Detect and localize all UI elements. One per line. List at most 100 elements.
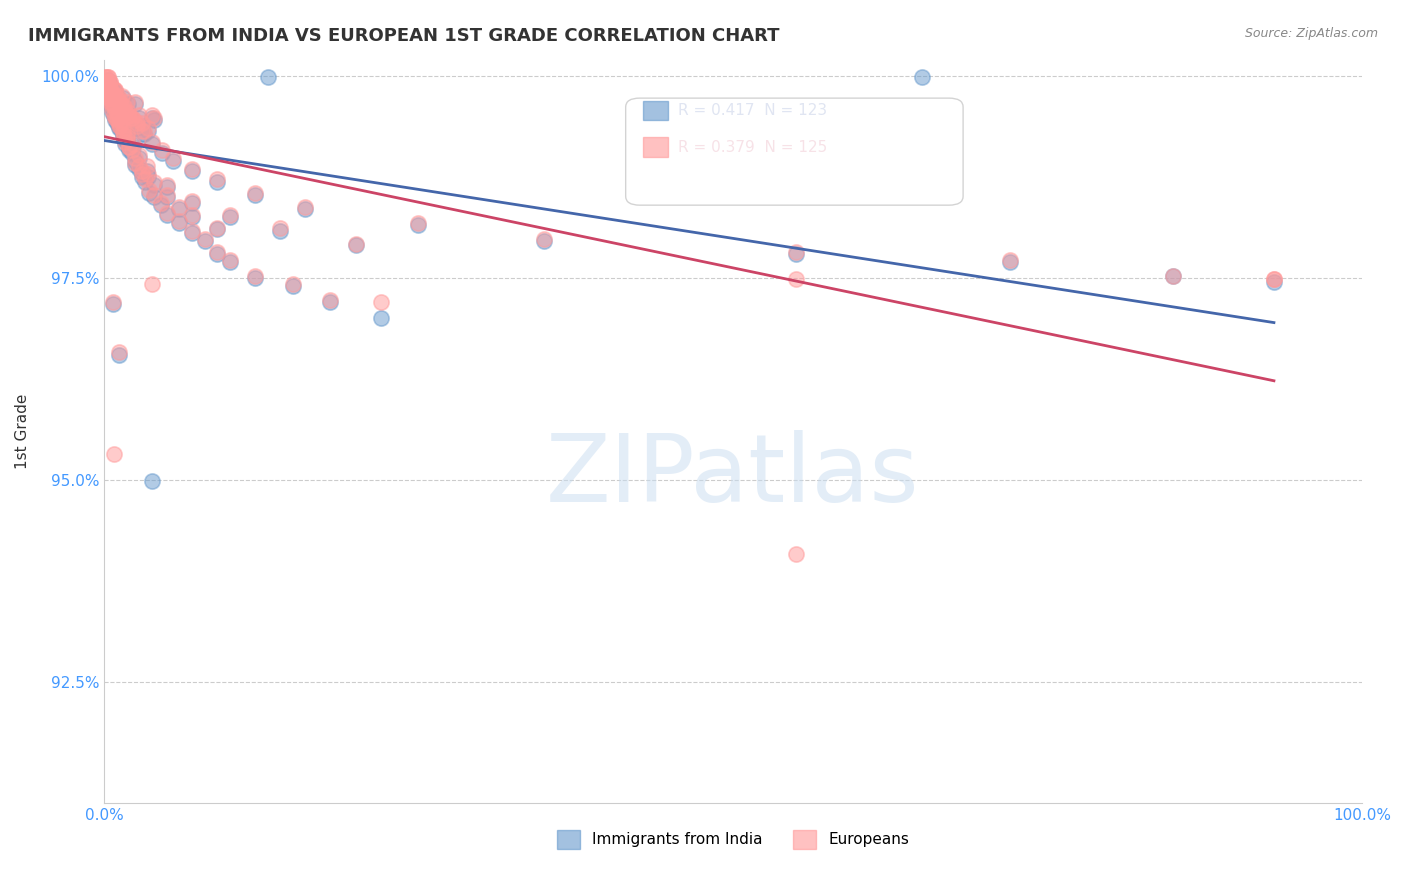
Point xyxy=(98,81,121,95)
Point xyxy=(118,111,141,125)
Point xyxy=(110,113,132,128)
Point xyxy=(98,91,121,105)
Point xyxy=(131,127,153,141)
Point xyxy=(94,78,117,93)
Point xyxy=(98,83,121,97)
Point xyxy=(103,91,125,105)
Point xyxy=(112,129,135,144)
Point xyxy=(143,190,166,204)
Point xyxy=(125,121,148,136)
Point xyxy=(104,113,127,128)
Point xyxy=(194,232,217,246)
Point xyxy=(218,254,240,268)
Point xyxy=(370,295,392,310)
Point xyxy=(98,91,121,105)
Point xyxy=(143,178,166,192)
Point xyxy=(110,93,132,107)
Point xyxy=(124,95,146,109)
Point xyxy=(1161,269,1184,284)
Point xyxy=(156,190,179,204)
Point xyxy=(124,153,146,168)
Point xyxy=(998,254,1021,268)
Point xyxy=(101,87,124,101)
Point xyxy=(115,107,138,121)
Legend: Immigrants from India, Europeans: Immigrants from India, Europeans xyxy=(551,824,915,855)
Point xyxy=(125,115,148,129)
Point xyxy=(103,99,125,113)
Point xyxy=(96,78,118,93)
Point xyxy=(94,75,117,89)
Point xyxy=(110,100,132,114)
Point xyxy=(128,111,150,125)
Point xyxy=(122,140,145,154)
Point xyxy=(103,107,125,121)
Point xyxy=(143,175,166,189)
Point xyxy=(121,111,143,125)
Point xyxy=(205,175,228,189)
Point xyxy=(124,151,146,165)
Point xyxy=(96,89,118,103)
Point xyxy=(122,113,145,128)
Point xyxy=(181,196,204,211)
Point xyxy=(100,99,122,113)
Point xyxy=(101,97,124,112)
Point xyxy=(118,140,141,154)
Point xyxy=(134,172,156,186)
Point xyxy=(181,194,204,208)
Point xyxy=(97,70,120,85)
Point xyxy=(100,103,122,117)
Point xyxy=(103,109,125,123)
Point xyxy=(96,77,118,91)
Point xyxy=(101,296,124,310)
Point xyxy=(105,95,128,109)
Point xyxy=(105,115,128,129)
Point xyxy=(149,196,172,211)
Point xyxy=(103,99,125,113)
Point xyxy=(105,109,128,123)
Point xyxy=(205,246,228,260)
Point xyxy=(117,107,139,121)
Point xyxy=(97,70,120,85)
Point xyxy=(205,244,228,259)
Point xyxy=(143,113,166,128)
Point xyxy=(150,145,173,160)
Point xyxy=(370,311,392,326)
Point xyxy=(108,345,131,359)
Point xyxy=(205,172,228,186)
Point xyxy=(194,235,217,249)
Point xyxy=(100,101,122,115)
Point xyxy=(110,117,132,131)
Point xyxy=(131,164,153,178)
Point xyxy=(115,135,138,149)
Point xyxy=(97,85,120,99)
Point xyxy=(111,127,134,141)
Point xyxy=(117,107,139,121)
Point xyxy=(94,70,117,85)
Point xyxy=(96,75,118,89)
Point xyxy=(141,135,163,149)
Point xyxy=(181,210,204,224)
Point xyxy=(218,208,240,222)
Point xyxy=(181,224,204,238)
Point xyxy=(97,93,120,107)
Point xyxy=(98,78,121,93)
Point xyxy=(112,101,135,115)
Point xyxy=(115,127,138,141)
Point xyxy=(111,91,134,105)
Point xyxy=(115,129,138,144)
Point xyxy=(111,124,134,138)
Point xyxy=(101,81,124,95)
Point xyxy=(121,113,143,128)
Point xyxy=(101,89,124,103)
Point xyxy=(138,184,160,198)
Point xyxy=(1161,269,1184,284)
Point xyxy=(118,143,141,157)
Point xyxy=(218,210,240,224)
Point xyxy=(118,141,141,155)
Point xyxy=(97,85,120,99)
Point xyxy=(124,97,146,112)
Point xyxy=(134,127,156,141)
Point xyxy=(269,224,291,238)
Point xyxy=(110,121,132,136)
Point xyxy=(128,161,150,176)
